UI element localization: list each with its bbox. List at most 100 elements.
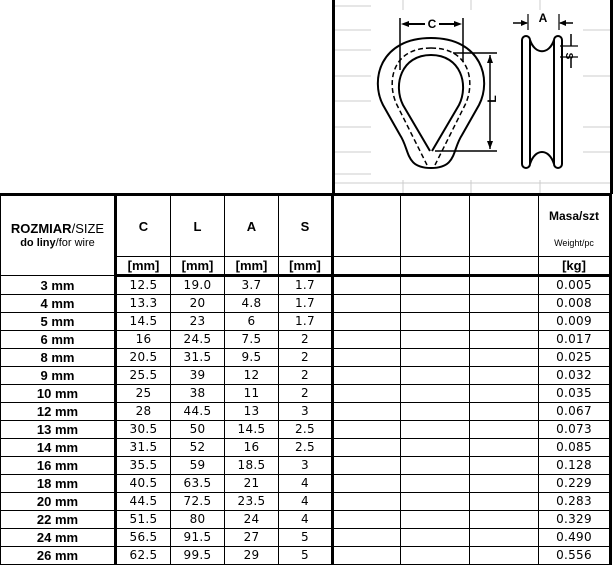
empty-cell — [400, 256, 470, 277]
l-cell: 20 — [170, 294, 225, 313]
weight-label: Weight/pc — [554, 238, 594, 248]
s-cell: 1.7 — [278, 294, 333, 313]
c-cell: 25 — [115, 384, 171, 403]
c-cell: 40.5 — [115, 474, 171, 493]
mass-cell: 0.490 — [538, 528, 612, 547]
empty-cell — [469, 294, 539, 313]
size-cell: 26 mm — [0, 546, 117, 565]
s-cell: 2.5 — [278, 420, 333, 439]
s-cell: 2 — [278, 330, 333, 349]
mass-cell: 0.085 — [538, 438, 612, 457]
empty-cell — [331, 275, 401, 295]
l-cell: 59 — [170, 456, 225, 475]
mass-cell: 0.017 — [538, 330, 612, 349]
l-cell: 44.5 — [170, 402, 225, 421]
empty-cell — [400, 420, 470, 439]
l-cell: 38 — [170, 384, 225, 403]
col-header-s: S — [278, 193, 333, 257]
a-cell: 3.7 — [224, 275, 279, 295]
table-row: 6 mm 16 24.5 7.5 2 0.017 — [0, 330, 612, 349]
empty-cell — [331, 256, 401, 277]
size-cell: 3 mm — [0, 275, 117, 295]
wire-label-rest: /for wire — [55, 236, 95, 249]
s-cell: 4 — [278, 474, 333, 493]
l-cell: 50 — [170, 420, 225, 439]
empty-cell — [331, 402, 401, 421]
mass-cell: 0.283 — [538, 492, 612, 511]
a-cell: 6 — [224, 312, 279, 331]
l-cell: 31.5 — [170, 348, 225, 367]
c-cell: 56.5 — [115, 528, 171, 547]
empty-cell — [400, 193, 470, 257]
table-row: 16 mm 35.5 59 18.5 3 0.128 — [0, 456, 612, 475]
empty-cell — [400, 510, 470, 529]
c-cell: 16 — [115, 330, 171, 349]
mass-cell: 0.005 — [538, 275, 612, 295]
dim-label-l: L — [485, 95, 499, 102]
empty-cell — [331, 438, 401, 457]
empty-cell — [400, 294, 470, 313]
size-cell: 6 mm — [0, 330, 117, 349]
c-cell: 35.5 — [115, 456, 171, 475]
unit-l: [mm] — [170, 256, 225, 277]
size-cell: 5 mm — [0, 312, 117, 331]
a-cell: 14.5 — [224, 420, 279, 439]
empty-cell — [331, 366, 401, 385]
empty-cell — [331, 546, 401, 565]
unit-s: [mm] — [278, 256, 333, 277]
l-cell: 91.5 — [170, 528, 225, 547]
l-cell: 99.5 — [170, 546, 225, 565]
l-cell: 23 — [170, 312, 225, 331]
c-cell: 12.5 — [115, 275, 171, 295]
table-row: 4 mm 13.3 20 4.8 1.7 0.008 — [0, 294, 612, 313]
empty-cell — [469, 438, 539, 457]
wire-label-bold: do liny — [20, 236, 56, 249]
size-cell: 12 mm — [0, 402, 117, 421]
mass-cell: 0.073 — [538, 420, 612, 439]
s-cell: 2 — [278, 384, 333, 403]
c-cell: 31.5 — [115, 438, 171, 457]
mass-header: Masa/szt Weight/pc — [538, 193, 612, 257]
l-cell: 39 — [170, 366, 225, 385]
mass-label: Masa/szt — [548, 209, 600, 223]
l-cell: 24.5 — [170, 330, 225, 349]
empty-cell — [400, 438, 470, 457]
table-row: 18 mm 40.5 63.5 21 4 0.229 — [0, 474, 612, 493]
empty-cell — [400, 528, 470, 547]
c-cell: 30.5 — [115, 420, 171, 439]
size-cell: 14 mm — [0, 438, 117, 457]
mass-cell: 0.008 — [538, 294, 612, 313]
empty-cell — [469, 546, 539, 565]
empty-cell — [331, 330, 401, 349]
empty-cell — [469, 510, 539, 529]
size-cell: 22 mm — [0, 510, 117, 529]
l-cell: 19.0 — [170, 275, 225, 295]
size-cell: 18 mm — [0, 474, 117, 493]
empty-cell — [400, 456, 470, 475]
c-cell: 28 — [115, 402, 171, 421]
table-row: 20 mm 44.5 72.5 23.5 4 0.283 — [0, 492, 612, 511]
dim-label-c: C — [428, 17, 437, 31]
table-row: 12 mm 28 44.5 13 3 0.067 — [0, 402, 612, 421]
s-cell: 2.5 — [278, 438, 333, 457]
mass-cell: 0.329 — [538, 510, 612, 529]
c-cell: 44.5 — [115, 492, 171, 511]
s-cell: 3 — [278, 456, 333, 475]
size-cell: 4 mm — [0, 294, 117, 313]
empty-cell — [400, 402, 470, 421]
a-cell: 21 — [224, 474, 279, 493]
empty-cell — [469, 474, 539, 493]
a-cell: 29 — [224, 546, 279, 565]
c-cell: 62.5 — [115, 546, 171, 565]
s-cell: 1.7 — [278, 312, 333, 331]
mass-cell: 0.035 — [538, 384, 612, 403]
mass-cell: 0.128 — [538, 456, 612, 475]
l-cell: 72.5 — [170, 492, 225, 511]
table-row: 10 mm 25 38 11 2 0.035 — [0, 384, 612, 403]
empty-cell — [400, 474, 470, 493]
c-cell: 20.5 — [115, 348, 171, 367]
empty-cell — [331, 193, 401, 257]
table-row: 13 mm 30.5 50 14.5 2.5 0.073 — [0, 420, 612, 439]
empty-cell — [469, 402, 539, 421]
l-cell: 52 — [170, 438, 225, 457]
